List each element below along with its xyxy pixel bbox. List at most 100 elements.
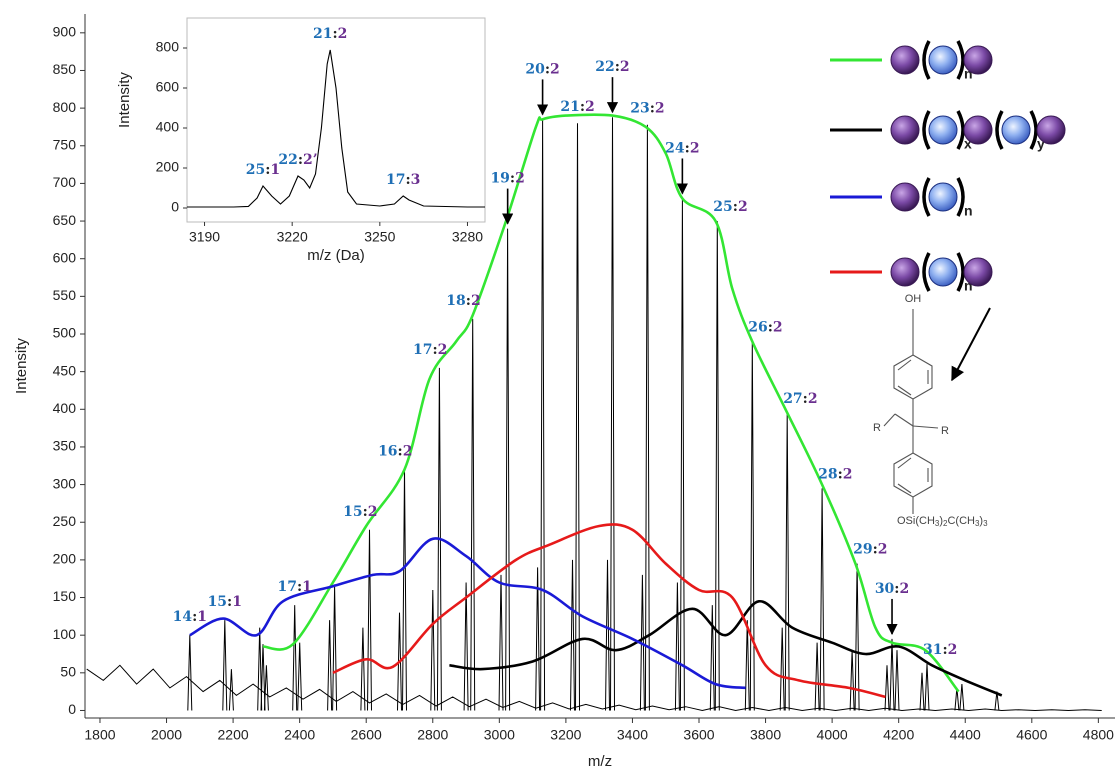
peak-label: 30:2 [875,581,909,597]
y-tick-label: 850 [53,61,77,77]
label-part: 2 [948,642,958,658]
label-part: : [733,199,738,215]
peak [959,684,965,711]
label-part: 21 [560,99,579,115]
label-part: 2 [738,199,748,215]
label-part: 2 [620,59,630,75]
peak [709,605,715,711]
peak-label: 31:2 [923,642,957,658]
x-tick-label: 1800 [84,727,115,743]
x-tick-label: 3200 [550,727,581,743]
label-part: : [894,581,899,597]
label-part: 2 [899,581,909,597]
legend-paren [956,110,965,150]
legend-repeat-unit [1001,115,1031,145]
label-part: 14 [173,609,193,625]
peak [784,413,790,711]
label-part: 28 [818,466,837,482]
peak [889,638,895,711]
inset-x-tick-label: 3280 [452,229,483,245]
label-part: 27 [783,391,802,407]
y-tick-label: 150 [53,588,77,604]
label-part: 2’ [303,152,318,168]
silyl-label: OSi(CH3)2C(CH3)3 [897,515,988,528]
peak [854,563,860,711]
structure-arrow [951,307,991,382]
y-tick-label: 50 [60,664,76,680]
x-tick-label: 3400 [617,727,648,743]
label-part: : [265,162,270,178]
label-part: 1 [270,162,280,178]
inset-y-tick-label: 200 [156,159,180,175]
peak-label: 16:2 [378,444,412,460]
peak [814,642,820,711]
peak-label: 24:2 [665,140,699,156]
inset-frame [186,17,486,223]
peak [297,642,303,711]
peak [402,469,407,711]
peak [360,627,366,711]
label-part: 2 [471,293,481,309]
label-part: 31 [923,642,942,658]
baseline [86,664,1102,712]
peak-label: 20:2 [525,61,559,77]
label-part: 2 [655,101,665,117]
formula-sub: 3 [935,519,940,528]
legend-paren [956,252,965,292]
y-tick-label: 900 [53,24,77,40]
y-tick-label: 300 [53,475,77,491]
r-label: R [873,422,881,434]
label-part: 29 [853,542,872,558]
label-part: 1 [232,594,242,610]
x-tick-label: 4800 [1083,727,1114,743]
label-part: 2 [773,320,783,336]
label-part: : [227,594,232,610]
legend-end-unit [890,257,920,287]
x-tick-label: 4200 [883,727,914,743]
y-tick-label: 500 [53,325,77,341]
peak [470,318,476,711]
legend-end-unit [890,182,920,212]
label-part: : [433,342,438,358]
x-tick-label: 2200 [218,727,249,743]
x-tick-label: 4600 [1016,727,1047,743]
label-part: : [768,320,773,336]
y-tick-label: 0 [68,701,76,717]
inset-plot: 0 200 400 600 800 3190 3220 3250 3280 m/z (Da) Int… [116,17,486,264]
peak [994,691,1000,711]
label-part: 1 [197,609,207,625]
label-part: : [580,99,585,115]
peak [744,620,750,711]
peak [674,582,680,711]
label-part: 23 [630,101,649,117]
label-part: 16 [378,444,397,460]
peak-label: 18:2 [446,293,480,309]
label-part: 15 [208,594,227,610]
label-part: : [838,466,843,482]
bond [883,413,896,427]
label-part: 18 [446,293,465,309]
x-tick-label: 3600 [683,727,714,743]
label-part: : [297,579,302,595]
peak [535,567,541,711]
x-tick-label: 2000 [151,727,182,743]
legend-end-unit [963,257,993,287]
peak [397,612,402,711]
bond [912,425,939,429]
x-axis-label: m/z [588,753,612,770]
y-tick-label: 350 [53,438,77,454]
y-tick-label: 100 [53,626,77,642]
legend-paren [995,110,1004,150]
peak-label: 28:2 [818,466,852,482]
peak [222,620,228,711]
legend-subscript: x [964,136,972,152]
formula-part: ) [979,515,983,527]
label-part: : [685,140,690,156]
label-part: : [510,171,515,187]
peak-label: 21:2 [560,99,594,115]
y-tick-label: 650 [53,212,77,228]
legend-subscript: y [1037,136,1045,152]
peak-label: 17:1 [277,579,311,595]
